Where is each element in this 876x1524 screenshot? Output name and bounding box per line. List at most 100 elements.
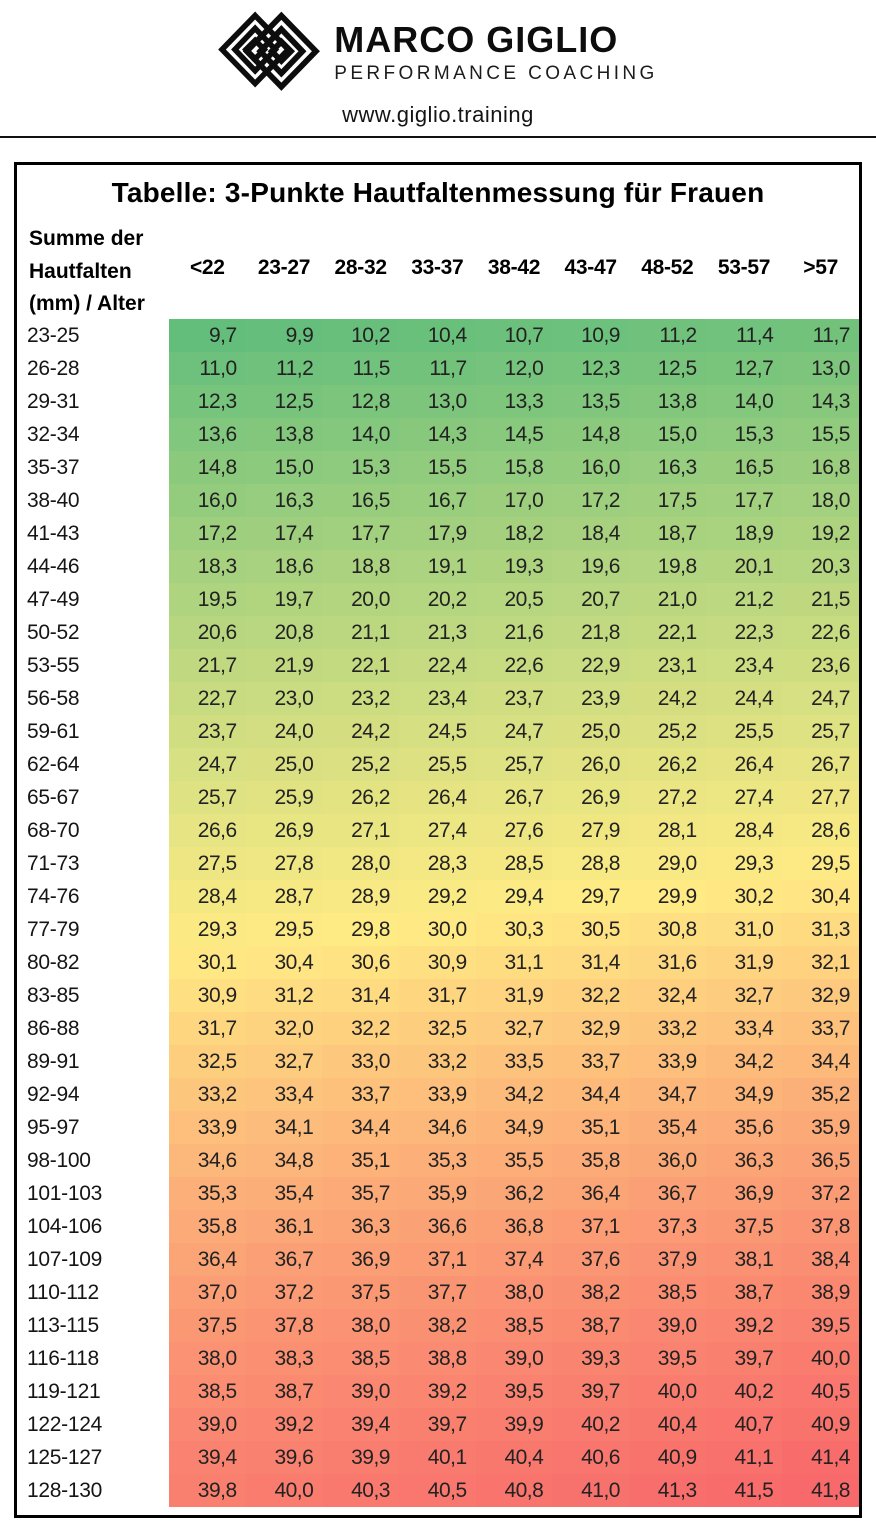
value-cell: 12,0 — [475, 352, 553, 385]
value-cell: 29,5 — [245, 913, 323, 946]
table-row: 56-58 22,7 23,0 23,2 23,4 23,7 23,9 24,2 24,4 24,… — [17, 682, 859, 715]
value-cell: 40,5 — [398, 1474, 476, 1507]
value-cell: 33,2 — [398, 1045, 476, 1078]
value-cell: 12,5 — [245, 385, 323, 418]
value-cell: 34,2 — [705, 1045, 783, 1078]
value-cell: 10,2 — [322, 319, 399, 352]
value-cell: 19,1 — [398, 550, 476, 583]
value-cell: 37,3 — [628, 1210, 706, 1243]
value-cell: 11,0 — [169, 352, 246, 385]
value-cell: 38,5 — [628, 1276, 706, 1309]
value-cell: 18,2 — [475, 517, 553, 550]
row-label: 77-79 — [17, 913, 169, 946]
table-row: 47-49 19,5 19,7 20,0 20,2 20,5 20,7 21,0 21,2 21,… — [17, 583, 859, 616]
value-cell: 35,3 — [169, 1177, 246, 1210]
value-cell: 12,3 — [169, 385, 246, 418]
row-label: 71-73 — [17, 847, 169, 880]
value-cell: 32,7 — [245, 1045, 323, 1078]
value-cell: 33,4 — [245, 1078, 323, 1111]
value-cell: 34,2 — [475, 1078, 553, 1111]
header-divider — [0, 136, 876, 138]
table-row: 32-34 13,6 13,8 14,0 14,3 14,5 14,8 15,0 15,3 15,… — [17, 418, 859, 451]
row-label: 59-61 — [17, 715, 169, 748]
table-title: Tabelle: 3-Punkte Hautfaltenmessung für … — [111, 177, 765, 208]
value-cell: 16,0 — [552, 451, 629, 484]
table-row: 26-28 11,0 11,2 11,5 11,7 12,0 12,3 12,5 12,7 13,… — [17, 352, 859, 385]
value-cell: 21,7 — [169, 649, 246, 682]
value-cell: 23,2 — [322, 682, 399, 715]
value-cell: 17,9 — [398, 517, 476, 550]
value-cell: 40,1 — [398, 1441, 476, 1474]
value-cell: 39,0 — [322, 1375, 399, 1408]
row-label: 23-25 — [17, 319, 169, 352]
value-cell: 21,1 — [322, 616, 399, 649]
value-cell: 11,7 — [398, 352, 476, 385]
value-cell: 16,0 — [169, 484, 246, 517]
value-cell: 35,4 — [245, 1177, 323, 1210]
value-cell: 19,5 — [169, 583, 246, 616]
corner-label-line: Summe der — [29, 227, 144, 250]
value-cell: 19,6 — [552, 550, 629, 583]
row-label: 92-94 — [17, 1078, 169, 1111]
brand-row: MARCO GIGLIO PERFORMANCE COACHING — [0, 10, 876, 96]
value-cell: 38,7 — [245, 1375, 323, 1408]
value-cell: 29,0 — [628, 847, 706, 880]
row-label: 68-70 — [17, 814, 169, 847]
value-cell: 21,5 — [782, 583, 859, 616]
value-cell: 41,1 — [705, 1441, 783, 1474]
value-cell: 21,0 — [628, 583, 706, 616]
value-cell: 37,1 — [398, 1243, 476, 1276]
value-cell: 34,4 — [782, 1045, 859, 1078]
value-cell: 28,3 — [398, 847, 476, 880]
value-cell: 41,0 — [552, 1474, 629, 1507]
value-cell: 41,3 — [628, 1474, 706, 1507]
value-cell: 37,0 — [169, 1276, 246, 1309]
value-cell: 27,5 — [169, 847, 246, 880]
value-cell: 14,8 — [552, 418, 629, 451]
value-cell: 23,7 — [169, 715, 246, 748]
table-row: 95-97 33,9 34,1 34,4 34,6 34,9 35,1 35,4 35,6 35,… — [17, 1111, 859, 1144]
row-label: 128-130 — [17, 1474, 169, 1507]
value-cell: 39,0 — [628, 1309, 706, 1342]
value-cell: 28,9 — [322, 880, 399, 913]
value-cell: 29,5 — [782, 847, 859, 880]
value-cell: 34,6 — [169, 1144, 246, 1177]
value-cell: 32,9 — [552, 1012, 629, 1045]
table-row: 92-94 33,2 33,4 33,7 33,9 34,2 34,4 34,7 34,9 35,… — [17, 1078, 859, 1111]
corner-label: Summe der Hautfalten (mm) / Alter — [17, 215, 169, 321]
age-column-header: 33-37 — [411, 255, 464, 279]
table-row: 83-85 30,9 31,2 31,4 31,7 31,9 32,2 32,4 32,7 32,… — [17, 979, 859, 1012]
value-cell: 26,6 — [169, 814, 246, 847]
value-cell: 28,7 — [245, 880, 323, 913]
value-cell: 15,3 — [322, 451, 399, 484]
value-cell: 35,6 — [705, 1111, 783, 1144]
value-cell: 33,7 — [782, 1012, 859, 1045]
value-cell: 27,8 — [245, 847, 323, 880]
value-cell: 32,7 — [475, 1012, 553, 1045]
value-cell: 39,5 — [782, 1309, 859, 1342]
value-cell: 20,7 — [552, 583, 629, 616]
table-row: 38-40 16,0 16,3 16,5 16,7 17,0 17,2 17,5 17,7 18,… — [17, 484, 859, 517]
value-cell: 36,8 — [475, 1210, 553, 1243]
table-row: 44-46 18,3 18,6 18,8 19,1 19,3 19,6 19,8 20,1 20,… — [17, 550, 859, 583]
value-cell: 18,6 — [245, 550, 323, 583]
value-cell: 13,8 — [245, 418, 323, 451]
corner-label-line: Hautfalten — [29, 259, 132, 283]
value-cell: 26,9 — [245, 814, 323, 847]
value-cell: 22,1 — [322, 649, 399, 682]
value-cell: 30,6 — [322, 946, 399, 979]
value-cell: 17,7 — [322, 517, 399, 550]
value-cell: 34,6 — [398, 1111, 476, 1144]
value-cell: 13,6 — [169, 418, 246, 451]
value-cell: 18,0 — [782, 484, 859, 517]
value-cell: 24,0 — [245, 715, 323, 748]
value-cell: 38,3 — [245, 1342, 323, 1375]
value-cell: 10,7 — [475, 319, 553, 352]
value-cell: 28,0 — [322, 847, 399, 880]
value-cell: 18,8 — [322, 550, 399, 583]
value-cell: 24,5 — [398, 715, 476, 748]
value-cell: 39,6 — [245, 1441, 323, 1474]
value-cell: 32,4 — [628, 979, 706, 1012]
value-cell: 32,0 — [245, 1012, 323, 1045]
row-label: 89-91 — [17, 1045, 169, 1078]
